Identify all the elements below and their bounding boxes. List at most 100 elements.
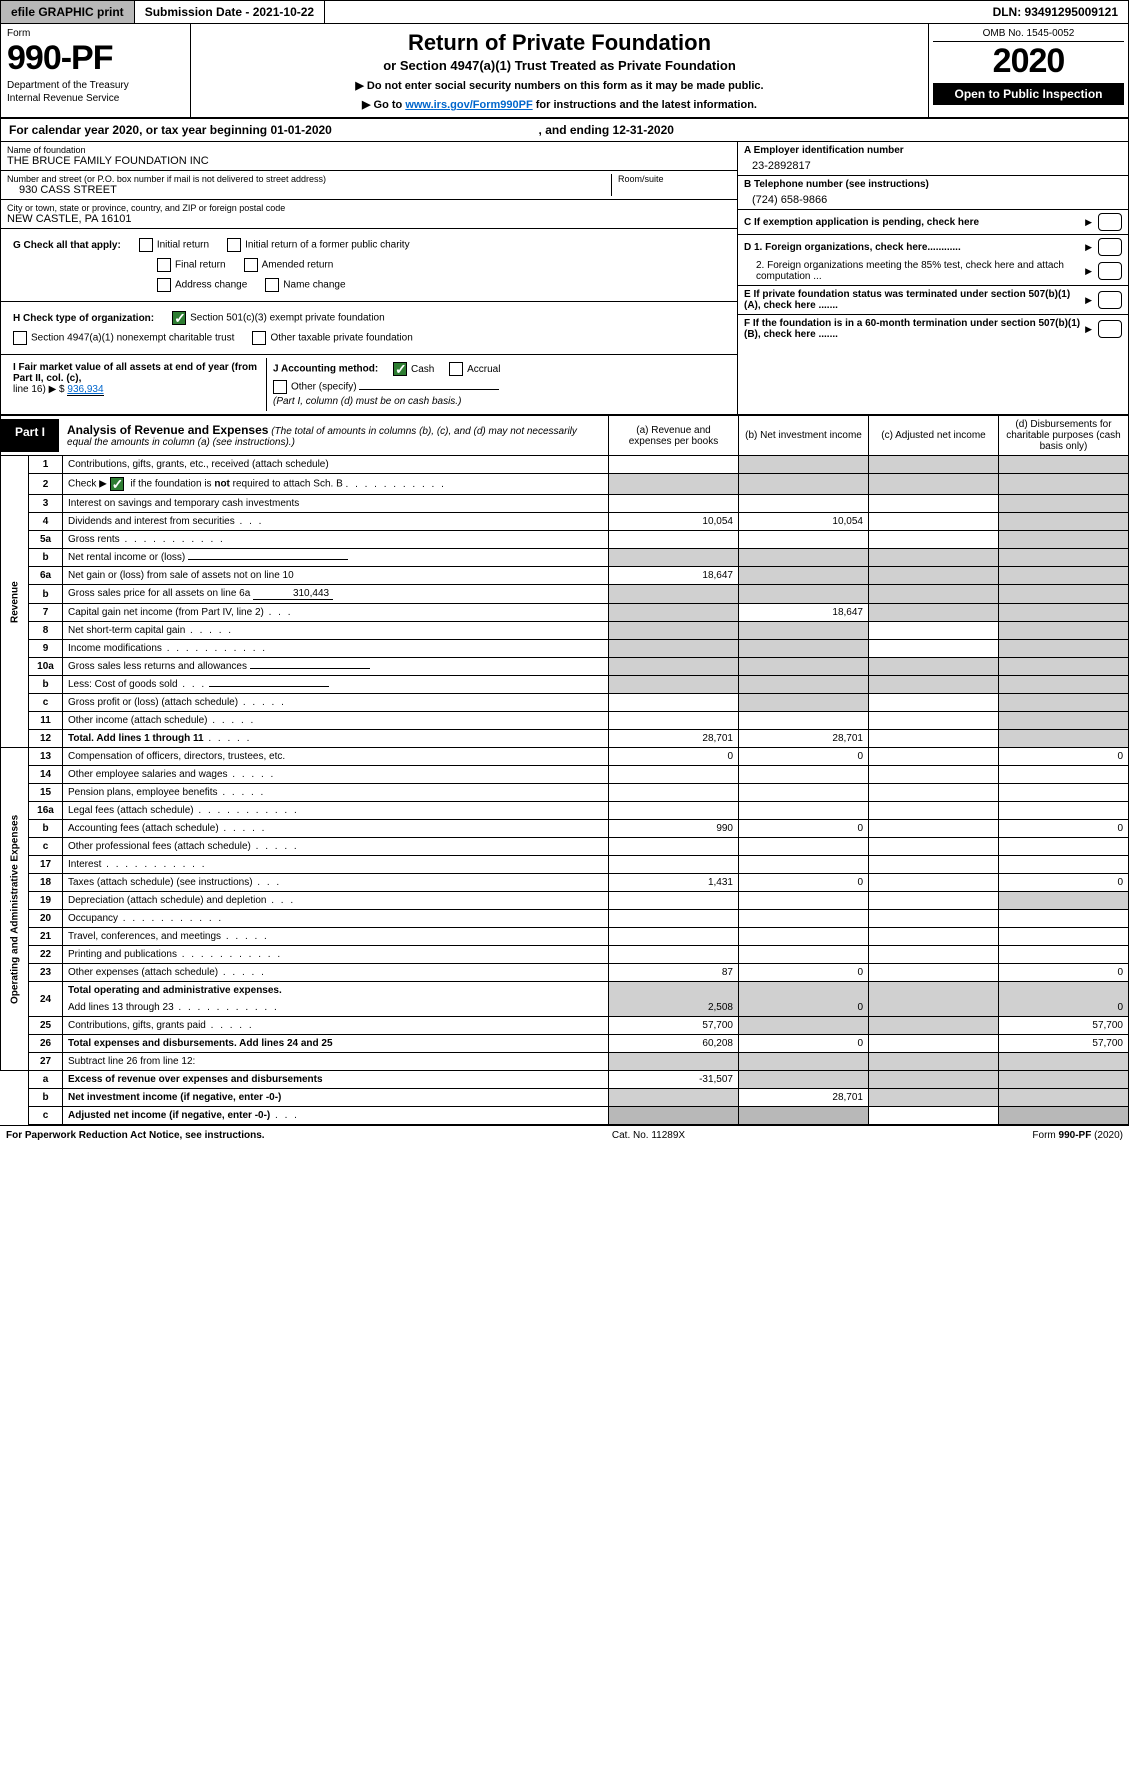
phone-value: (724) 658-9866 — [744, 190, 1122, 206]
chk-85pct[interactable] — [1098, 262, 1122, 280]
row-5a: 5aGross rents — [1, 531, 1129, 549]
chk-final-return[interactable] — [157, 258, 171, 272]
efile-print-button[interactable]: efile GRAPHIC print — [1, 1, 135, 23]
r13-a: 0 — [609, 748, 739, 766]
row-13: Operating and Administrative Expenses 13… — [1, 748, 1129, 766]
c-cell: C If exemption application is pending, c… — [738, 210, 1128, 235]
e-label: E If private foundation status was termi… — [744, 289, 1085, 311]
r10b-field[interactable] — [209, 686, 329, 687]
form-subtitle: or Section 4947(a)(1) Trust Treated as P… — [197, 58, 922, 73]
r16b-a: 990 — [609, 820, 739, 838]
chk-other-method[interactable] — [273, 380, 287, 394]
ein-cell: A Employer identification number 23-2892… — [738, 142, 1128, 176]
row-14: 14Other employee salaries and wages — [1, 766, 1129, 784]
d2-label: 2. Foreign organizations meeting the 85%… — [744, 260, 1085, 282]
r23-desc: Other expenses (attach schedule) — [63, 964, 609, 982]
r24a-desc: Total operating and administrative expen… — [63, 982, 609, 1000]
r10a-field[interactable] — [250, 668, 370, 669]
chk-initial-former[interactable] — [227, 238, 241, 252]
r4-desc: Dividends and interest from securities — [63, 513, 609, 531]
room-label: Room/suite — [618, 174, 664, 184]
city-cell: City or town, state or province, country… — [1, 200, 737, 229]
row-16a: 16aLegal fees (attach schedule) — [1, 802, 1129, 820]
chk-sch-b[interactable] — [110, 477, 124, 491]
spacer — [325, 1, 982, 23]
h-o1: Section 501(c)(3) exempt private foundat… — [190, 313, 385, 324]
chk-address-change[interactable] — [157, 278, 171, 292]
part1-badge: Part I — [1, 419, 59, 452]
chk-exemption-pending[interactable] — [1098, 213, 1122, 231]
chk-amended[interactable] — [244, 258, 258, 272]
foundation-name: THE BRUCE FAMILY FOUNDATION INC — [7, 155, 731, 167]
r3-desc: Interest on savings and temporary cash i… — [63, 495, 609, 513]
chk-4947a1[interactable] — [13, 331, 27, 345]
r5a-desc: Gross rents — [63, 531, 609, 549]
r6b-val: 310,443 — [253, 588, 333, 600]
g-o6: Name change — [283, 280, 345, 291]
other-specify-line[interactable] — [359, 389, 499, 390]
r24-b: 0 — [739, 982, 869, 1017]
r22-desc: Printing and publications — [63, 946, 609, 964]
g-o2: Initial return of a former public charit… — [245, 240, 410, 251]
g-o5: Address change — [175, 280, 247, 291]
info-left: Name of foundation THE BRUCE FAMILY FOUN… — [1, 142, 738, 414]
r13-d: 0 — [999, 748, 1129, 766]
foundation-address: 930 CASS STREET — [7, 184, 605, 196]
r4-a: 10,054 — [609, 513, 739, 531]
ij-row: I Fair market value of all assets at end… — [1, 355, 737, 414]
r18-d: 0 — [999, 874, 1129, 892]
chk-60month[interactable] — [1098, 320, 1122, 338]
foundation-city: NEW CASTLE, PA 16101 — [7, 213, 731, 225]
dept-treasury: Department of the Treasury — [7, 80, 184, 91]
row-8: 8Net short-term capital gain — [1, 622, 1129, 640]
r11-desc: Other income (attach schedule) — [63, 712, 609, 730]
r4-b: 10,054 — [739, 513, 869, 531]
r6b-desc: Gross sales price for all assets on line… — [63, 585, 609, 604]
row-11: 11Other income (attach schedule) — [1, 712, 1129, 730]
r7-desc: Capital gain net income (from Part IV, l… — [63, 604, 609, 622]
r9-desc: Income modifications — [63, 640, 609, 658]
page-footer: For Paperwork Reduction Act Notice, see … — [0, 1125, 1129, 1145]
r5b-field[interactable] — [188, 559, 348, 560]
r27b-desc: Net investment income (if negative, ente… — [63, 1089, 609, 1107]
row-3: 3Interest on savings and temporary cash … — [1, 495, 1129, 513]
row-27c: cAdjusted net income (if negative, enter… — [1, 1107, 1129, 1125]
part1-desc: Analysis of Revenue and Expenses (The to… — [59, 419, 608, 452]
chk-cash[interactable] — [393, 362, 407, 376]
r16a-desc: Legal fees (attach schedule) — [63, 802, 609, 820]
address-cell: Number and street (or P.O. box number if… — [1, 171, 737, 200]
r26-d: 57,700 — [999, 1035, 1129, 1053]
omb-number: OMB No. 1545-0052 — [933, 26, 1124, 42]
chk-other-taxable[interactable] — [252, 331, 266, 345]
g-label: G Check all that apply: — [13, 240, 121, 251]
chk-foreign-org[interactable] — [1098, 238, 1122, 256]
cal-pre: For calendar year 2020, or tax year begi… — [9, 123, 270, 137]
r10c-desc: Gross profit or (loss) (attach schedule) — [63, 694, 609, 712]
r5b-desc: Net rental income or (loss) — [63, 549, 609, 567]
info-grid: Name of foundation THE BRUCE FAMILY FOUN… — [0, 142, 1129, 415]
r25-desc: Contributions, gifts, grants paid — [63, 1017, 609, 1035]
chk-initial-return[interactable] — [139, 238, 153, 252]
chk-501c3[interactable] — [172, 311, 186, 325]
row-22: 22Printing and publications — [1, 946, 1129, 964]
foundation-name-cell: Name of foundation THE BRUCE FAMILY FOUN… — [1, 142, 737, 171]
form-title: Return of Private Foundation — [197, 30, 922, 56]
row-27: 27Subtract line 26 from line 12: — [1, 1053, 1129, 1071]
fmv-amount[interactable]: 936,934 — [67, 384, 103, 396]
chk-terminated[interactable] — [1098, 291, 1122, 309]
calendar-year-row: For calendar year 2020, or tax year begi… — [0, 119, 1129, 142]
g-o3: Final return — [175, 260, 226, 271]
row-2: 2 Check ▶ if the foundation is not requi… — [1, 474, 1129, 495]
r24-a: 2,508 — [609, 982, 739, 1017]
b-label: B Telephone number (see instructions) — [744, 179, 1122, 190]
irs-link[interactable]: www.irs.gov/Form990PF — [405, 99, 532, 111]
row-18: 18Taxes (attach schedule) (see instructi… — [1, 874, 1129, 892]
row-10a: 10aGross sales less returns and allowanc… — [1, 658, 1129, 676]
row-27b: bNet investment income (if negative, ent… — [1, 1089, 1129, 1107]
chk-accrual[interactable] — [449, 362, 463, 376]
h-o3: Other taxable private foundation — [270, 333, 412, 344]
chk-name-change[interactable] — [265, 278, 279, 292]
r8-desc: Net short-term capital gain — [63, 622, 609, 640]
open-inspection-badge: Open to Public Inspection — [933, 83, 1124, 105]
r14-desc: Other employee salaries and wages — [63, 766, 609, 784]
